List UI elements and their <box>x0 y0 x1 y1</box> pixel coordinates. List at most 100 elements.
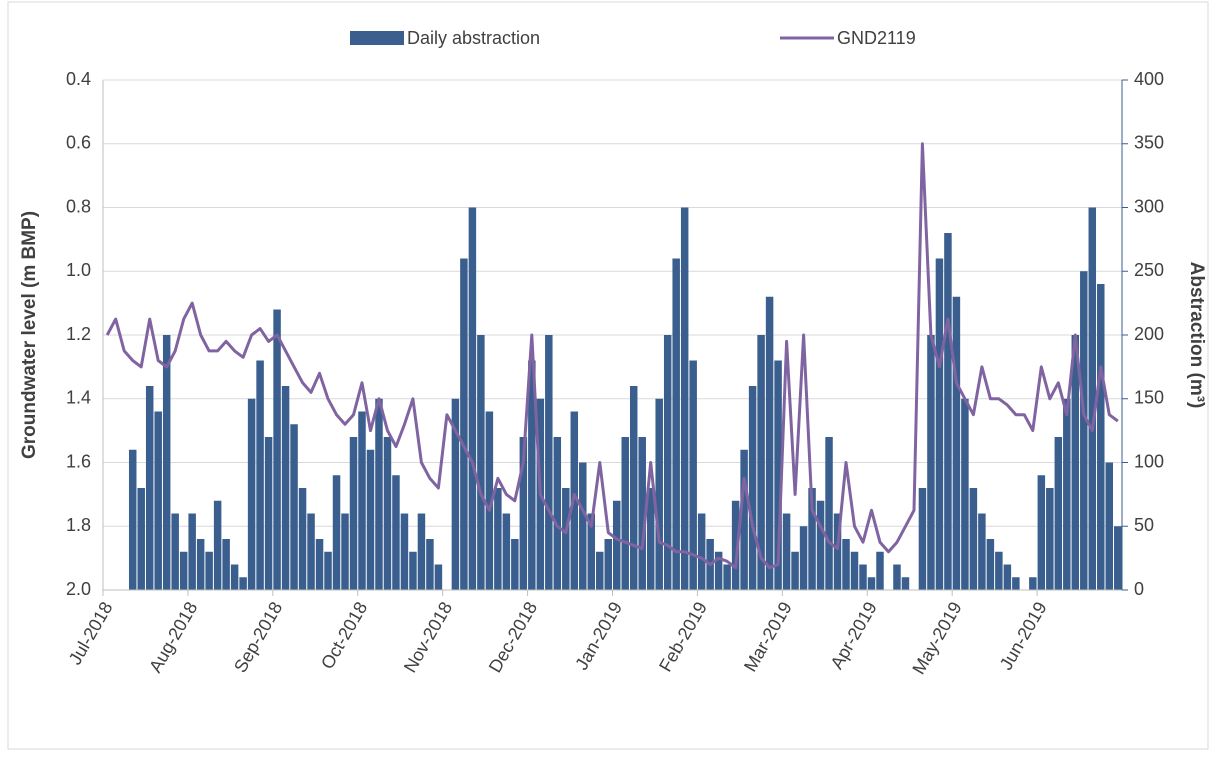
bar <box>1080 271 1088 590</box>
line <box>105 142 1119 570</box>
y-tick-label: 1.6 <box>66 451 91 471</box>
y2-tick-label: 400 <box>1134 69 1164 89</box>
bar <box>927 335 935 590</box>
bar <box>383 437 392 590</box>
y2-tick-label: 300 <box>1134 196 1164 216</box>
bar <box>876 551 884 590</box>
bar <box>613 500 621 590</box>
bar <box>757 335 765 590</box>
bar <box>587 513 596 590</box>
bar <box>409 551 417 590</box>
bar <box>553 437 562 590</box>
y2-tick-label: 100 <box>1134 451 1164 471</box>
bar <box>128 449 137 590</box>
bar <box>154 411 162 590</box>
bar <box>596 551 604 590</box>
bar <box>375 398 383 590</box>
bar <box>1071 335 1080 590</box>
bar <box>748 386 757 590</box>
legend-swatch <box>350 31 404 45</box>
bar <box>281 386 290 590</box>
bar <box>188 513 196 590</box>
bar <box>494 488 502 590</box>
bar <box>969 488 978 590</box>
bar <box>315 539 324 590</box>
bar <box>324 551 332 590</box>
bar <box>689 360 697 590</box>
bar <box>799 526 808 590</box>
bar <box>145 386 154 590</box>
bar <box>247 398 256 590</box>
bar <box>273 309 281 590</box>
bar <box>162 335 171 590</box>
bar <box>867 577 876 590</box>
bar <box>264 437 273 590</box>
bar <box>1046 488 1054 590</box>
bar <box>663 335 672 590</box>
bar <box>850 551 859 590</box>
bar <box>579 462 587 590</box>
y-tick-label: 1.2 <box>66 324 91 344</box>
bar <box>621 437 629 590</box>
y-axis-label: Groundwater level (m BMP) <box>19 211 40 459</box>
bar <box>1105 462 1114 590</box>
bar <box>944 233 952 590</box>
bar <box>460 258 468 590</box>
legend-label: GND2119 <box>837 28 916 48</box>
bar <box>511 539 519 590</box>
chart-frame <box>7 1 1209 750</box>
y2-axis-label: Abstraction (m³) <box>1186 262 1207 409</box>
bar <box>1003 564 1012 590</box>
bar <box>816 500 825 590</box>
bar <box>833 513 842 590</box>
bar <box>519 437 528 590</box>
legend-label: Daily abstraction <box>407 28 540 48</box>
bar <box>1029 577 1037 590</box>
bar <box>213 500 222 590</box>
bar <box>808 488 816 590</box>
bar <box>137 488 145 590</box>
y-tick-label: 1.4 <box>66 388 91 408</box>
bar <box>774 360 782 590</box>
bar <box>239 577 247 590</box>
bar <box>714 551 723 590</box>
bar <box>1063 398 1071 590</box>
bar <box>893 564 901 590</box>
bar <box>697 513 706 590</box>
bar <box>765 296 774 590</box>
bar <box>952 296 961 590</box>
bar <box>545 335 553 590</box>
y-tick-label: 0.8 <box>66 196 91 216</box>
bar <box>171 513 179 590</box>
bar <box>986 539 995 590</box>
bar <box>358 411 366 590</box>
bar <box>477 335 485 590</box>
y2-tick-label: 200 <box>1134 324 1164 344</box>
bar <box>978 513 986 590</box>
y2-tick-label: 50 <box>1134 515 1154 535</box>
bar <box>290 424 298 590</box>
bar <box>672 258 680 590</box>
bar <box>256 360 264 590</box>
bar <box>485 411 494 590</box>
bar <box>1037 475 1046 590</box>
bar <box>825 437 833 590</box>
bar <box>230 564 239 590</box>
bar <box>179 551 188 590</box>
bar <box>417 513 426 590</box>
bar <box>1097 284 1105 590</box>
bar <box>629 386 638 590</box>
bar <box>1054 437 1063 590</box>
bar <box>646 488 655 590</box>
bar <box>222 539 230 590</box>
bar <box>400 513 409 590</box>
bar <box>349 437 358 590</box>
bar <box>298 488 307 590</box>
bar <box>995 551 1003 590</box>
y-tick-label: 1.0 <box>66 260 91 280</box>
bar <box>901 577 910 590</box>
y-tick-label: 0.6 <box>66 133 91 153</box>
bar <box>935 258 944 590</box>
y2-tick-label: 350 <box>1134 133 1164 153</box>
bar <box>332 475 341 590</box>
